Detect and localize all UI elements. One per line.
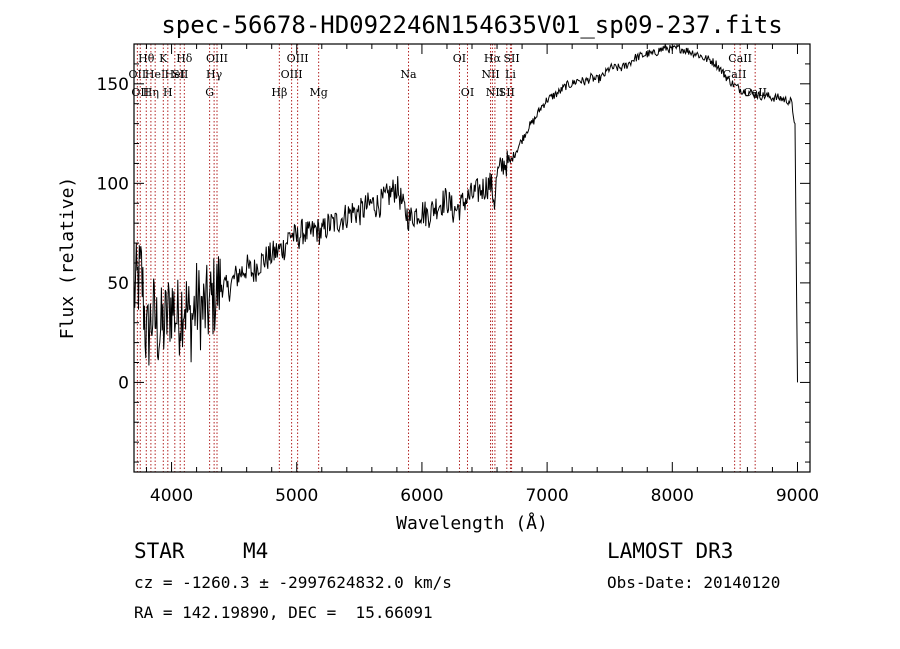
axis-ticks: 4000 5000 6000 7000 8000 9000 0 50 100 150 [97,44,819,506]
line-label-20: NII [481,68,499,81]
x-tick-label: 9000 [776,486,819,506]
redshift-info: cz = -1260.3 ± -2997624832.0 km/s [134,573,452,592]
line-label-12: OIII [206,52,228,65]
line-label-4: HeI [145,68,165,81]
y-tick-label: 150 [97,75,129,95]
line-label-9: Hδ [176,52,193,65]
line-label-0: OII [129,68,147,81]
spectrum-line [133,43,798,383]
y-tick-label: 0 [118,373,129,393]
x-tick-label: 7000 [525,486,568,506]
line-label-27: CaII [728,52,752,65]
y-tick-label: 100 [97,174,129,194]
line-label-1: OII [131,86,149,99]
obs-date: Obs-Date: 20140120 [607,573,781,592]
x-tick-label: 5000 [275,486,318,506]
line-label-6: H [163,86,173,99]
coordinates: RA = 142.19890, DEC = 15.66091 [134,603,433,622]
classification: STAR [134,539,185,563]
line-label-19: OI [461,86,474,99]
line-label-10: G [205,86,214,99]
line-label-17: Na [400,68,417,81]
line-label-16: Mg [309,86,327,99]
line-markers: OIIOIIHθHηHeIKHHeISIIHδGHγOIIIHβOIIIOIII… [129,44,767,472]
line-label-13: Hβ [271,86,287,99]
line-label-8: SII [172,68,188,81]
line-label-7: HeI [165,68,185,81]
line-label-14: OIII [281,68,303,81]
line-label-22: NII [486,86,504,99]
y-axis-label: Flux (relative) [57,177,78,340]
line-label-21: Hα [484,52,502,65]
line-label-11: Hγ [206,68,223,81]
x-tick-label: 8000 [651,486,694,506]
line-label-18: OI [453,52,466,65]
plot-frame [133,43,811,473]
chart-title: spec-56678-HD092246N154635V01_sp09-237.f… [161,11,782,39]
line-label-5: K [159,52,168,65]
line-label-25: SII [503,52,519,65]
line-label-24: Li [505,68,516,81]
line-label-3: Hη [143,86,159,99]
line-label-2: Hθ [138,52,155,65]
subclass: M4 [243,539,269,563]
spectrum-series [133,43,798,383]
survey-name: LAMOST DR3 [607,539,734,563]
x-axis-label: Wavelength (Å) [396,512,548,534]
x-tick-label: 4000 [150,486,193,506]
line-label-23: SII [499,86,515,99]
line-label-15: OIII [287,52,309,65]
x-tick-label: 6000 [400,486,443,506]
y-tick-label: 50 [107,274,129,294]
